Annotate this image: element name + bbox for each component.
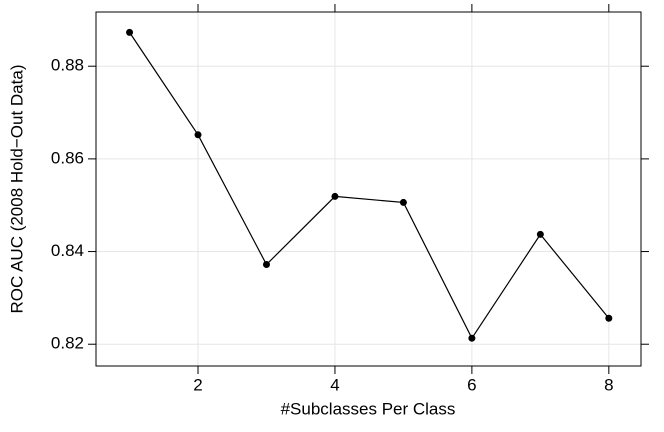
x-tick-label: 8 [604,375,613,394]
x-tick-label: 4 [330,375,339,394]
point [194,131,202,139]
y-tick-label: 0.82 [51,334,84,353]
line [129,32,610,340]
y-tick-label: 0.88 [51,56,84,75]
y-axis-label: ROC AUC (2008 Hold−Out Data) [7,65,26,314]
point [262,261,270,269]
point [399,198,407,206]
point [126,28,134,36]
x-axis-label: #Subclasses Per Class [281,399,456,418]
y-tick-label: 0.84 [51,241,84,260]
plot-frame [95,11,642,367]
y-tick-label: 0.86 [51,148,84,167]
point [331,192,339,200]
point [468,334,476,342]
point [605,314,613,322]
x-tick-label: 6 [467,375,476,394]
point [536,230,544,238]
x-tick-label: 2 [193,375,202,394]
